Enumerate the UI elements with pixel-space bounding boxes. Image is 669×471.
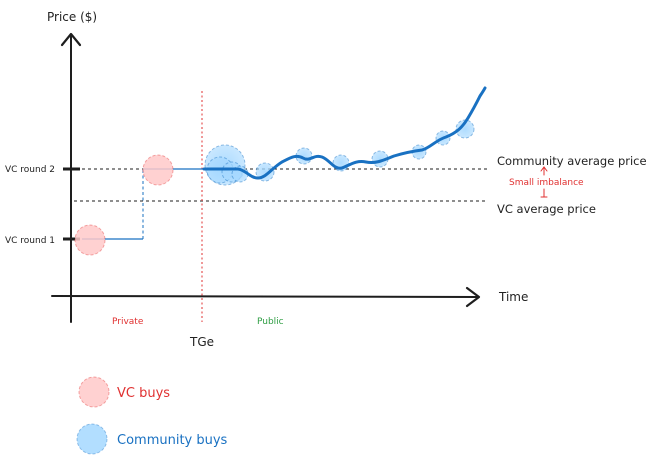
x-axis-arrow-icon bbox=[465, 286, 481, 308]
community-buy-circles bbox=[204, 119, 475, 186]
legend-community-buys-label: Community buys bbox=[117, 433, 228, 448]
tge-label: TGe bbox=[189, 335, 214, 349]
legend-vc-buys-swatch bbox=[78, 376, 110, 408]
community-price-line bbox=[202, 86, 487, 180]
x-axis-label: Time bbox=[498, 290, 528, 304]
community-average-label: Community average price bbox=[497, 154, 647, 168]
small-imbalance-label: Small imbalance bbox=[509, 178, 584, 188]
y-axis bbox=[60, 32, 82, 323]
tick-label-vc-round-1: VC round 1 bbox=[5, 236, 55, 246]
legend-vc-buys-label: VC buys bbox=[117, 386, 170, 401]
legend-community-buys-swatch bbox=[76, 423, 108, 455]
vc-buy-circle-round-1 bbox=[74, 224, 106, 256]
x-axis bbox=[51, 286, 481, 308]
tick-label-vc-round-2: VC round 2 bbox=[5, 165, 55, 175]
imbalance-arrows-icon bbox=[540, 166, 548, 198]
phase-label-private: Private bbox=[112, 317, 144, 327]
y-axis-label: Price ($) bbox=[47, 10, 97, 24]
y-axis-arrow-icon bbox=[60, 32, 82, 47]
phase-label-public: Public bbox=[257, 317, 284, 327]
legend: VC buys Community buys bbox=[76, 376, 228, 455]
vc-average-label: VC average price bbox=[497, 202, 596, 216]
vc-buy-circle-round-2 bbox=[142, 154, 174, 186]
